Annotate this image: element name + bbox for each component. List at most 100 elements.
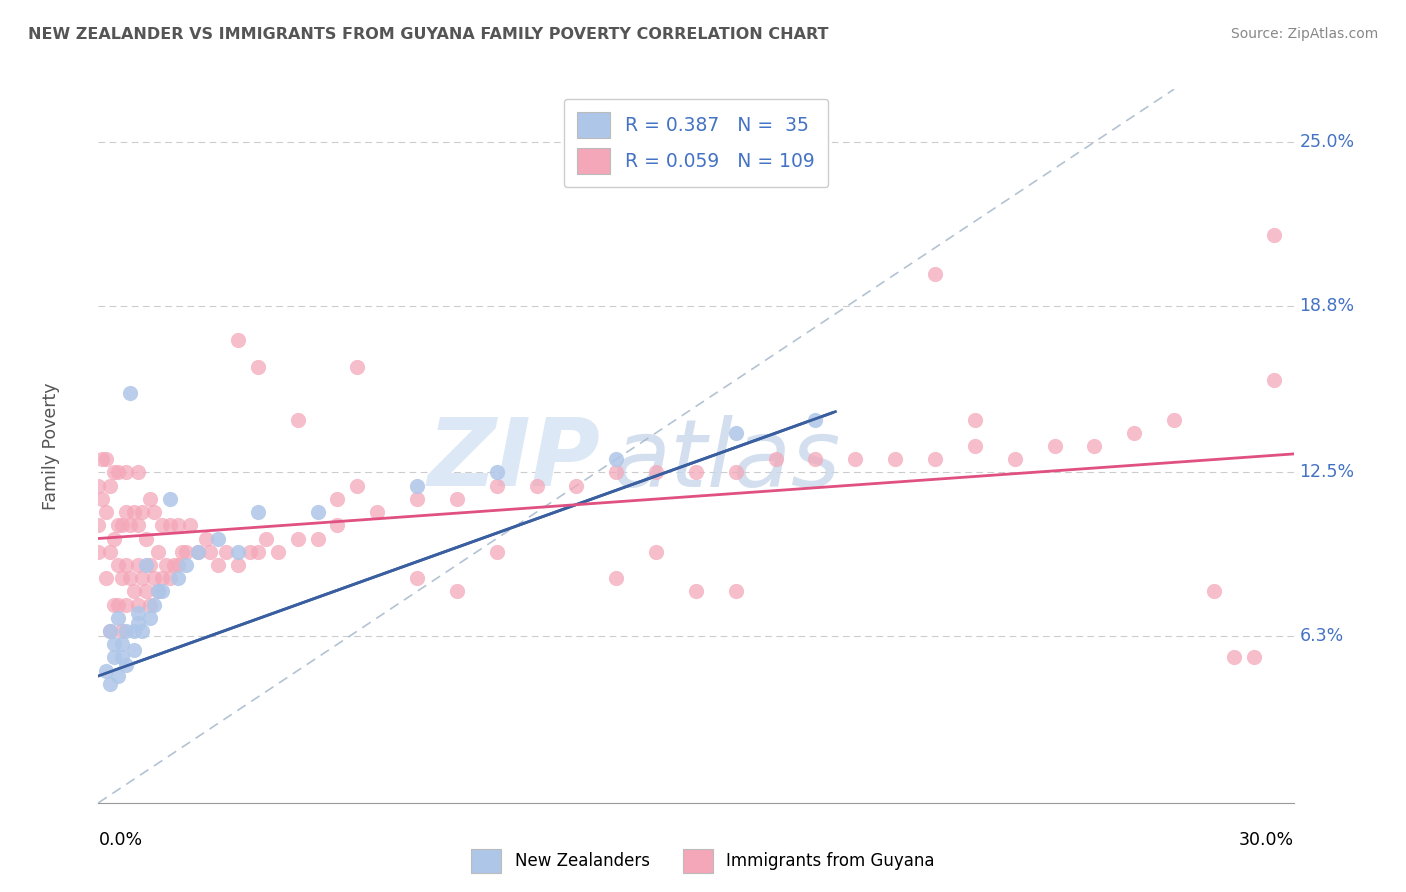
Point bbox=[198, 545, 221, 559]
Point bbox=[135, 558, 157, 572]
Point bbox=[127, 466, 149, 480]
Point bbox=[307, 505, 329, 519]
Point bbox=[406, 478, 429, 492]
Point bbox=[87, 518, 110, 533]
Point bbox=[207, 532, 229, 546]
Point bbox=[148, 584, 170, 599]
Point bbox=[485, 545, 508, 559]
Point bbox=[148, 545, 170, 559]
Point bbox=[724, 584, 747, 599]
Point bbox=[131, 624, 153, 638]
Point bbox=[605, 466, 627, 480]
Text: 18.8%: 18.8% bbox=[1299, 297, 1354, 315]
Point bbox=[139, 611, 162, 625]
Point bbox=[406, 491, 429, 506]
Point bbox=[127, 558, 149, 572]
Point bbox=[765, 452, 787, 467]
Point bbox=[115, 505, 138, 519]
Text: 6.3%: 6.3% bbox=[1299, 627, 1344, 645]
Point bbox=[159, 518, 181, 533]
Point bbox=[124, 505, 146, 519]
Point bbox=[103, 466, 125, 480]
Point bbox=[446, 584, 468, 599]
Point bbox=[963, 412, 986, 426]
Point bbox=[124, 642, 146, 657]
Point bbox=[226, 558, 249, 572]
Point bbox=[226, 545, 249, 559]
Point bbox=[179, 518, 201, 533]
Point bbox=[124, 584, 146, 599]
Point bbox=[139, 491, 162, 506]
Point bbox=[98, 624, 122, 638]
Point bbox=[135, 584, 157, 599]
Point bbox=[1004, 452, 1026, 467]
Point bbox=[1263, 227, 1285, 242]
Point bbox=[685, 584, 707, 599]
Text: 30.0%: 30.0% bbox=[1239, 831, 1294, 849]
Point bbox=[326, 491, 349, 506]
Point bbox=[87, 545, 110, 559]
Point bbox=[159, 491, 181, 506]
Point bbox=[120, 571, 142, 585]
Point bbox=[246, 545, 269, 559]
Legend: R = 0.387   N =  35, R = 0.059   N = 109: R = 0.387 N = 35, R = 0.059 N = 109 bbox=[564, 99, 828, 187]
Point bbox=[163, 558, 186, 572]
Point bbox=[111, 637, 134, 651]
Point bbox=[115, 466, 138, 480]
Point bbox=[246, 359, 269, 374]
Point bbox=[107, 518, 129, 533]
Point bbox=[485, 478, 508, 492]
Point bbox=[127, 616, 149, 631]
Point bbox=[107, 611, 129, 625]
Point bbox=[127, 598, 149, 612]
Point bbox=[148, 584, 170, 599]
Point bbox=[98, 545, 122, 559]
Point bbox=[1243, 650, 1265, 665]
Point bbox=[91, 491, 114, 506]
Point bbox=[346, 359, 368, 374]
Point bbox=[1202, 584, 1225, 599]
Point bbox=[1043, 439, 1066, 453]
Point bbox=[115, 658, 138, 673]
Point bbox=[155, 558, 177, 572]
Text: 0.0%: 0.0% bbox=[98, 831, 142, 849]
Point bbox=[127, 606, 149, 620]
Point bbox=[406, 571, 429, 585]
Point bbox=[87, 478, 110, 492]
Point bbox=[605, 452, 627, 467]
Point bbox=[844, 452, 866, 467]
Point bbox=[287, 532, 309, 546]
Text: atlas: atlas bbox=[612, 415, 841, 506]
Point bbox=[111, 518, 134, 533]
Point bbox=[485, 466, 508, 480]
Text: ZIP: ZIP bbox=[427, 414, 600, 507]
Point bbox=[287, 412, 309, 426]
Point bbox=[115, 558, 138, 572]
Point bbox=[96, 452, 118, 467]
Point bbox=[96, 571, 118, 585]
Point bbox=[96, 505, 118, 519]
Point bbox=[526, 478, 548, 492]
Point bbox=[107, 669, 129, 683]
Point bbox=[131, 505, 153, 519]
Point bbox=[724, 425, 747, 440]
Point bbox=[98, 677, 122, 691]
Point bbox=[120, 386, 142, 401]
Point bbox=[150, 584, 173, 599]
Point bbox=[187, 545, 209, 559]
Text: Family Poverty: Family Poverty bbox=[42, 383, 59, 509]
Point bbox=[172, 545, 194, 559]
Point bbox=[226, 333, 249, 347]
Text: Source: ZipAtlas.com: Source: ZipAtlas.com bbox=[1230, 27, 1378, 41]
Point bbox=[98, 624, 122, 638]
Point bbox=[645, 466, 668, 480]
Point bbox=[366, 505, 388, 519]
Point bbox=[246, 505, 269, 519]
Point bbox=[804, 452, 827, 467]
Point bbox=[139, 558, 162, 572]
Point bbox=[115, 624, 138, 638]
Point bbox=[174, 545, 197, 559]
Point bbox=[1163, 412, 1185, 426]
Point bbox=[1123, 425, 1146, 440]
Point bbox=[111, 650, 134, 665]
